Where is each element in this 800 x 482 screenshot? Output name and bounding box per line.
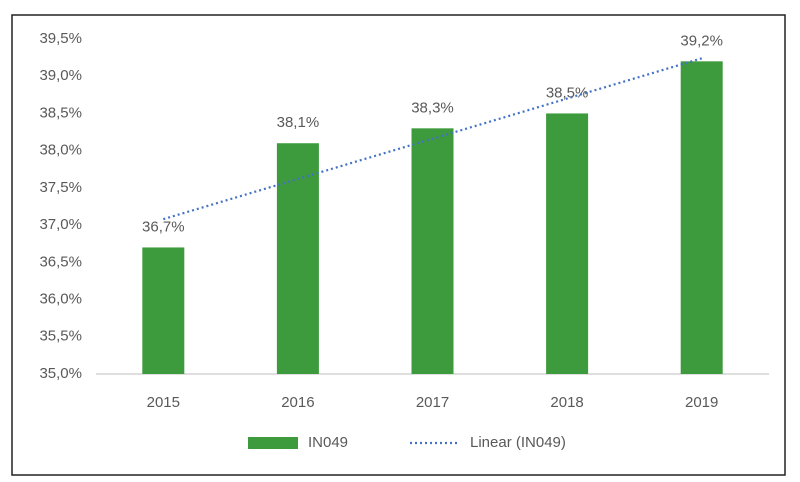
y-tick-label: 37,5% <box>39 179 82 196</box>
y-tick-label: 38,0% <box>39 142 82 159</box>
data-label: 36,7% <box>142 218 185 235</box>
bar <box>411 128 454 374</box>
legend-swatch <box>248 437 298 449</box>
y-tick-label: 38,5% <box>39 104 82 121</box>
y-tick-label: 39,5% <box>39 30 82 47</box>
x-tick-label: 2017 <box>416 394 449 411</box>
y-tick-label: 37,0% <box>39 216 82 233</box>
y-tick-label: 35,0% <box>39 365 82 382</box>
y-tick-label: 36,0% <box>39 291 82 308</box>
bar <box>546 113 589 374</box>
data-label: 38,3% <box>411 99 454 116</box>
data-label: 38,1% <box>277 114 320 131</box>
y-tick-label: 36,5% <box>39 253 82 270</box>
x-tick-label: 2019 <box>685 394 718 411</box>
bar <box>680 61 723 374</box>
x-tick-label: 2016 <box>281 394 314 411</box>
x-tick-label: 2018 <box>550 394 583 411</box>
bar <box>142 247 185 374</box>
data-label: 39,2% <box>680 32 723 49</box>
y-tick-label: 35,5% <box>39 328 82 345</box>
legend-label: Linear (IN049) <box>470 434 566 451</box>
legend-label: IN049 <box>308 434 348 451</box>
bar <box>276 143 319 374</box>
chart-frame <box>11 14 786 476</box>
x-tick-label: 2015 <box>147 394 180 411</box>
trendline <box>162 57 703 221</box>
y-tick-label: 39,0% <box>39 67 82 84</box>
data-label: 38,5% <box>546 84 589 101</box>
